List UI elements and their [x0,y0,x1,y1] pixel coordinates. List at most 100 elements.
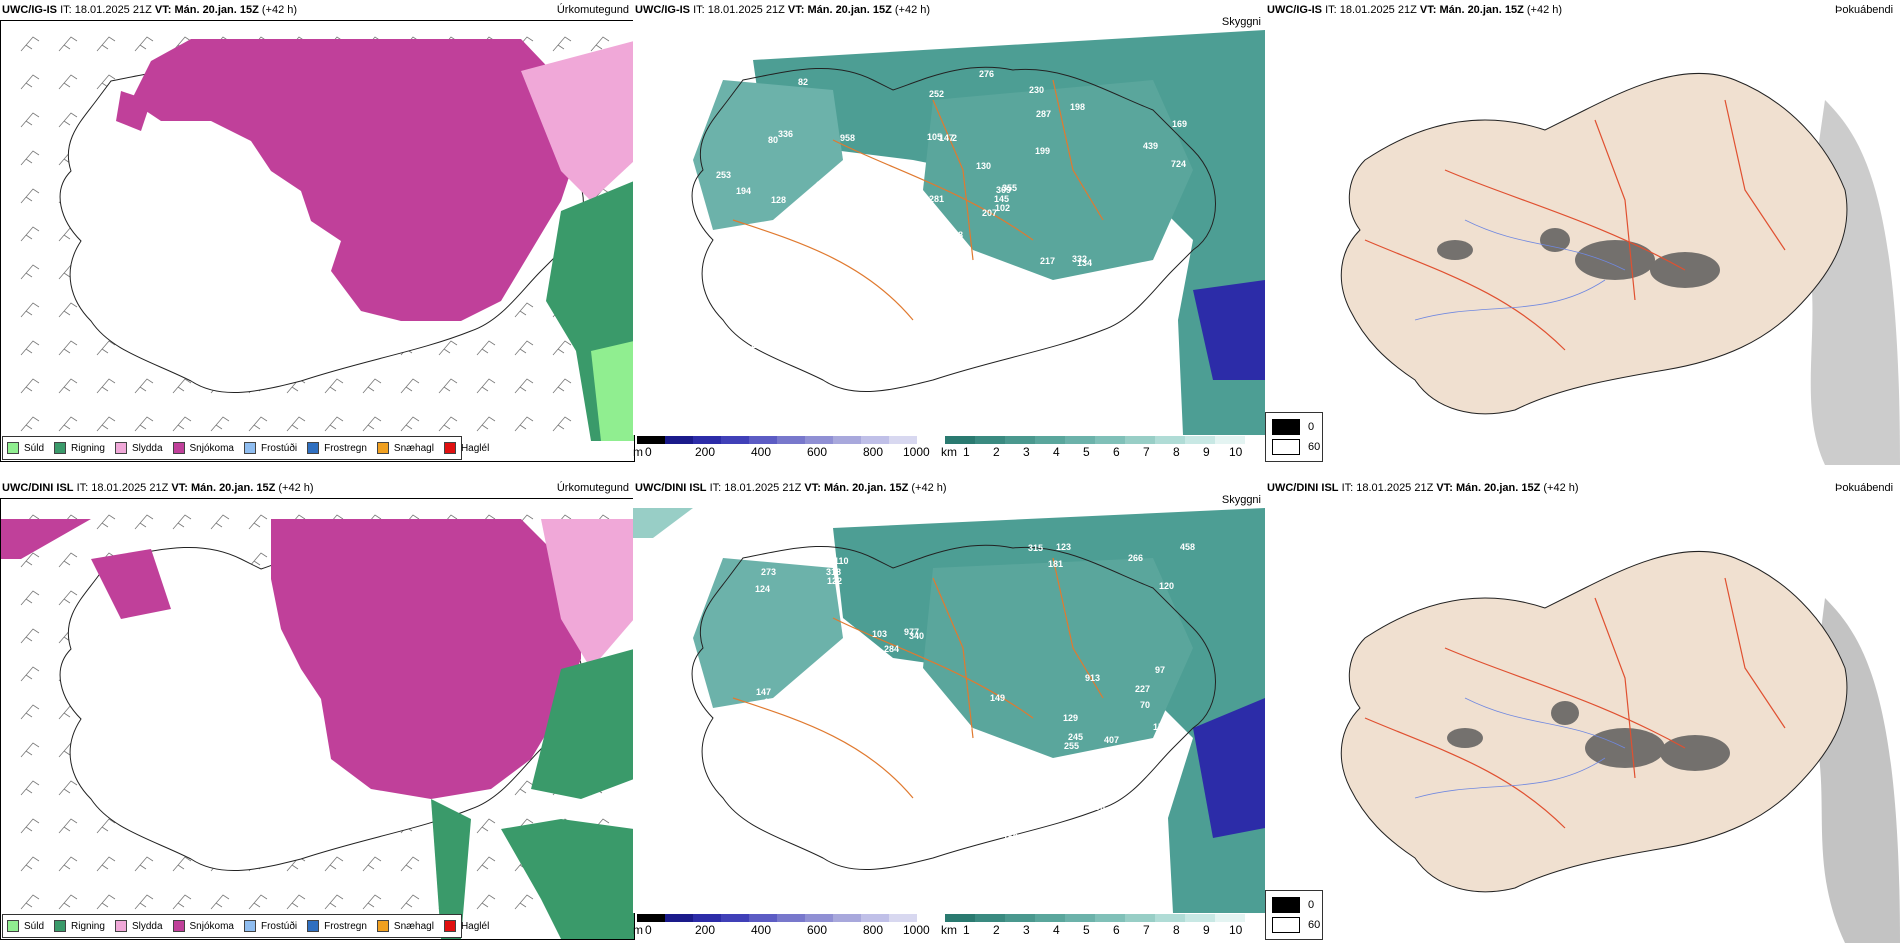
value-label: 222 [843,292,858,302]
value-label: 110 [834,556,849,566]
value-label: 977 [904,627,919,637]
value-label: 199 [1035,146,1050,156]
height-colorbar-ramp [637,436,917,444]
legend-swatch [307,920,320,932]
value-label: 105 [927,132,942,142]
precip-type-map [0,20,635,462]
value-label: 332 [1072,254,1087,264]
value-label: 309 [996,185,1011,195]
value-label: 102 [995,203,1010,213]
value-label: 958 [840,133,855,143]
colorbar-tick: 4 [1053,445,1060,459]
value-label: 218 [751,340,766,350]
fog-key-swatch [1272,419,1300,435]
value-label: 103 [872,629,887,639]
colorbar-tick: 1000 [903,923,930,937]
legend-swatch [376,920,389,932]
fog-key-swatch [1272,897,1300,913]
value-label: 145 [994,194,1009,204]
value-label: 467 [845,761,860,771]
value-label: 189 [756,359,771,369]
cloud-base-panel-bottom: UWC/DINI ISL IT: 18.01.2025 21Z VT: Mán.… [633,478,1265,950]
legend-item: Slydda [114,442,163,454]
fog-panel-top: UWC/IG-IS IT: 18.01.2025 21Z VT: Mán. 20… [1265,0,1900,470]
value-label: 458 [1180,542,1195,552]
legend-swatch [7,920,19,932]
value-label: 124 [755,584,770,594]
height-colorbar: m 0 200 400 600 800 1000 [633,436,933,468]
value-label: 255 [1064,741,1079,751]
value-label: 286 [1037,781,1052,791]
colorbar-tick: 400 [751,445,772,459]
value-label: 70 [1140,700,1150,710]
value-label: 130 [976,161,991,171]
value-label: 80 [768,135,778,145]
colorbar-tick: 1000 [903,445,930,459]
value-label: 318 [826,567,841,577]
visibility-colorbar-ramp [945,436,1245,444]
fog-key-swatch [1272,439,1300,455]
value-label: 194 [736,186,751,196]
value-label: 147 [756,687,771,697]
colorbar-tick: 200 [695,923,716,937]
value-label: 128 [771,195,786,205]
value-label: 309 [1106,746,1121,756]
value-label: 407 [1104,735,1119,745]
legend-item: Rigning [54,442,105,454]
fog-key: 0 60 [1265,412,1323,462]
value-label: 217 [1040,256,1055,266]
panel-title: Skyggni [1221,494,1261,506]
value-label: 284 [884,644,899,654]
panel-title: Þokuábendi [1835,4,1894,16]
value-label: 232 [782,751,797,761]
value-label: 176 [868,169,883,179]
panel-header: UWC/DINI ISL IT: 18.01.2025 21Z VT: Mán.… [635,482,947,494]
colorbar-tick: 5 [1083,445,1090,459]
value-label: 173 [914,227,929,237]
value-label: 82 [798,77,808,87]
value-label: 327 [957,726,972,736]
colorbar-tick: 8 [1173,445,1180,459]
colorbar-unit: m [633,923,643,937]
legend-item: Slydda [114,920,163,932]
fog-panel-bottom: UWC/DINI ISL IT: 18.01.2025 21Z VT: Mán.… [1265,478,1900,950]
legend-item: Frostúði [243,920,297,932]
value-label: 371 [882,167,897,177]
legend-swatch [114,920,127,932]
colorbar-unit: km [941,445,957,459]
legend-item: Súld [7,442,44,454]
legend-item: Frostregn [307,442,367,454]
fog-map [1265,498,1900,943]
cloud-base-map: 1588042435309112302287207822471281691731… [633,20,1265,435]
value-label: 134 [1077,258,1092,268]
colorbar-tick: 8 [1173,923,1180,937]
value-label: 279 [795,358,810,368]
value-label: 200 [874,656,889,666]
colorbar-tick: 10 [1229,445,1243,459]
precip-type-panel-top: UWC/IG-IS IT: 18.01.2025 21Z VT: Mán. 20… [0,0,635,470]
fog-key-row: 60 [1272,917,1320,933]
colorbar-tick: 6 [1113,445,1120,459]
value-label: 159 [1152,806,1167,816]
legend-item: Haglél [443,442,489,454]
fog-map [1265,20,1900,465]
panel-header: UWC/IG-IS IT: 18.01.2025 21Z VT: Mán. 20… [2,4,298,16]
legend-item: Frostregn [307,920,367,932]
value-label: 252 [929,89,944,99]
value-label: 137 [932,324,947,334]
colorbar-tick: 6 [1113,923,1120,937]
legend-swatch [443,442,456,454]
colorbar-tick: 800 [863,923,884,937]
colorbar-tick: 800 [863,445,884,459]
legend-item: Súld [7,920,44,932]
colorbar-unit: km [941,923,957,937]
legend-swatch [172,442,185,454]
height-colorbar: m 0 200 400 600 800 1000 [633,914,933,946]
colorbar-tick: 2 [993,923,1000,937]
value-label: 248 [811,742,826,752]
value-label: 245 [1068,732,1083,742]
fog-key-row: 60 [1272,439,1320,455]
value-label: 276 [979,69,994,79]
value-label: 133 [902,775,917,785]
value-label: 254 [816,180,831,190]
